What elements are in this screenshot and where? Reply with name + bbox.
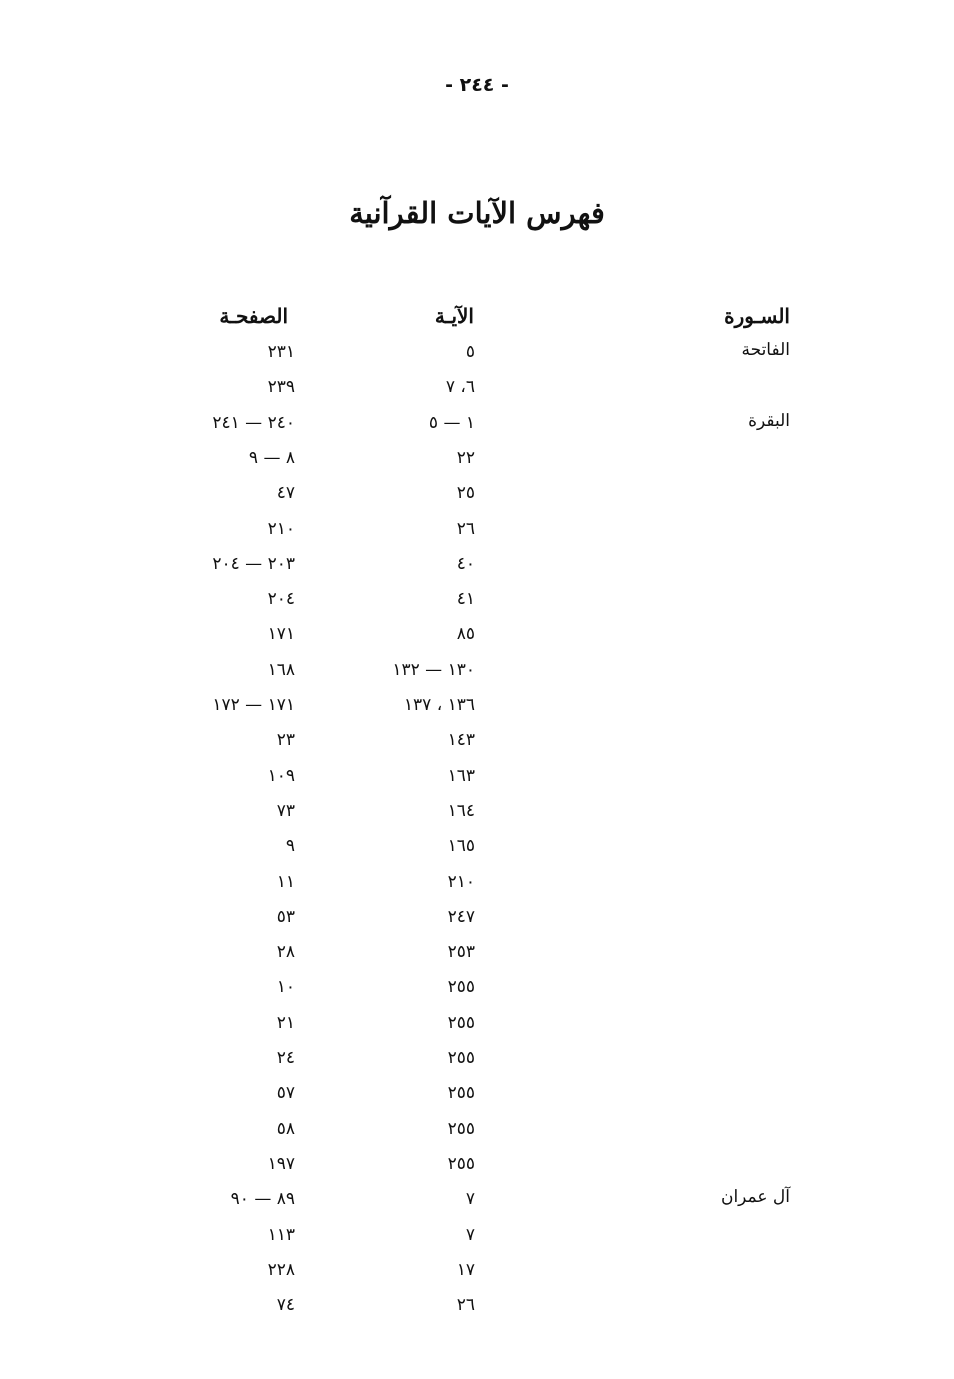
row-verse: ٢٤٧ — [447, 906, 475, 927]
row-page: ٤٧ — [276, 483, 295, 504]
row-page: ١٧١ — [267, 624, 295, 645]
row-verse: ٢٥٣ — [447, 942, 475, 963]
page-number: - ٢٤٤ - — [445, 74, 509, 96]
row-page: ١٠٩ — [267, 765, 295, 786]
row-verse: ٤١ — [456, 589, 475, 610]
row-page: ٢٠٤ — [267, 589, 295, 610]
row-verse: ١٤٣ — [447, 730, 475, 751]
row-verse: ٧ — [465, 1224, 475, 1245]
row-verse: ٢٥٥ — [447, 1083, 475, 1104]
row-page: ٢٨ — [276, 942, 295, 963]
row-verse: ١٧ — [456, 1259, 475, 1280]
page-title: فهرس الآيات القرآنية — [349, 196, 605, 230]
row-page: ٨٩ — ٩٠ — [230, 1189, 295, 1210]
row-verse: ١٦٣ — [447, 765, 475, 786]
row-page: ٧٤ — [276, 1295, 295, 1316]
row-verse: ٢٥٥ — [447, 977, 475, 998]
row-page: ٧٣ — [276, 800, 295, 821]
row-verse: ٢٦ — [456, 518, 475, 539]
row-page: ١٩٧ — [267, 1153, 295, 1174]
row-page: ٢١ — [276, 1012, 295, 1033]
row-verse: ١٦٥ — [447, 836, 475, 857]
row-surah: الفاتحة — [741, 340, 790, 360]
row-verse: ١٣٠ — ١٣٢ — [392, 659, 475, 680]
row-page: ٢٣ — [276, 730, 295, 751]
row-page: ٢١٠ — [267, 518, 295, 539]
row-page: ٢٤٠ — ٢٤١ — [212, 412, 295, 433]
row-surah: آل عمران — [720, 1187, 790, 1208]
row-verse: ١٣٦ ، ١٣٧ — [403, 695, 475, 715]
row-verse: ١٦٤ — [447, 800, 475, 821]
row-verse: ١ — ٥ — [428, 412, 475, 433]
row-page: ٥٧ — [276, 1083, 295, 1104]
row-page: ٨ — ٩ — [248, 447, 295, 468]
row-verse: ٢١٠ — [447, 871, 475, 892]
row-verse: ٢٥٥ — [447, 1118, 475, 1139]
row-page: ٢٢٨ — [267, 1259, 295, 1280]
row-verse: ٢٥٥ — [447, 1153, 475, 1174]
row-verse: ٢٥ — [456, 483, 475, 504]
row-page: ١٠ — [276, 977, 295, 998]
row-page: ١٦٨ — [267, 659, 295, 680]
row-page: ٩ — [285, 836, 295, 857]
header-surah: السـورة — [724, 304, 790, 328]
row-page: ٢٣١ — [267, 342, 295, 362]
row-page: ٥٨ — [276, 1118, 295, 1139]
row-verse: ٨٥ — [456, 624, 475, 645]
row-page: ١١ — [276, 871, 295, 892]
row-verse: ٢٥٥ — [447, 1048, 475, 1068]
row-page: ٢٣٩ — [267, 377, 295, 398]
row-page: ١٧١ — ١٧٢ — [212, 695, 295, 715]
row-page: ١١٣ — [267, 1224, 295, 1245]
row-verse: ٧ — [465, 1189, 475, 1210]
row-page: ٢٤ — [276, 1048, 295, 1068]
row-verse: ٢٢ — [456, 447, 475, 468]
row-verse: ٢٥٥ — [447, 1012, 475, 1033]
row-page: ٢٠٣ — ٢٠٤ — [212, 553, 295, 574]
row-page: ٥٣ — [276, 906, 295, 927]
row-verse: ٢٦ — [456, 1295, 475, 1316]
row-surah: البقرة — [748, 410, 790, 431]
row-verse: ٤٠ — [456, 553, 475, 574]
row-verse: ٦، ٧ — [445, 377, 475, 398]
row-verse: ٥ — [465, 342, 475, 362]
header-verse: الآيـة — [434, 304, 474, 328]
header-page: الصفحـة — [219, 304, 288, 328]
